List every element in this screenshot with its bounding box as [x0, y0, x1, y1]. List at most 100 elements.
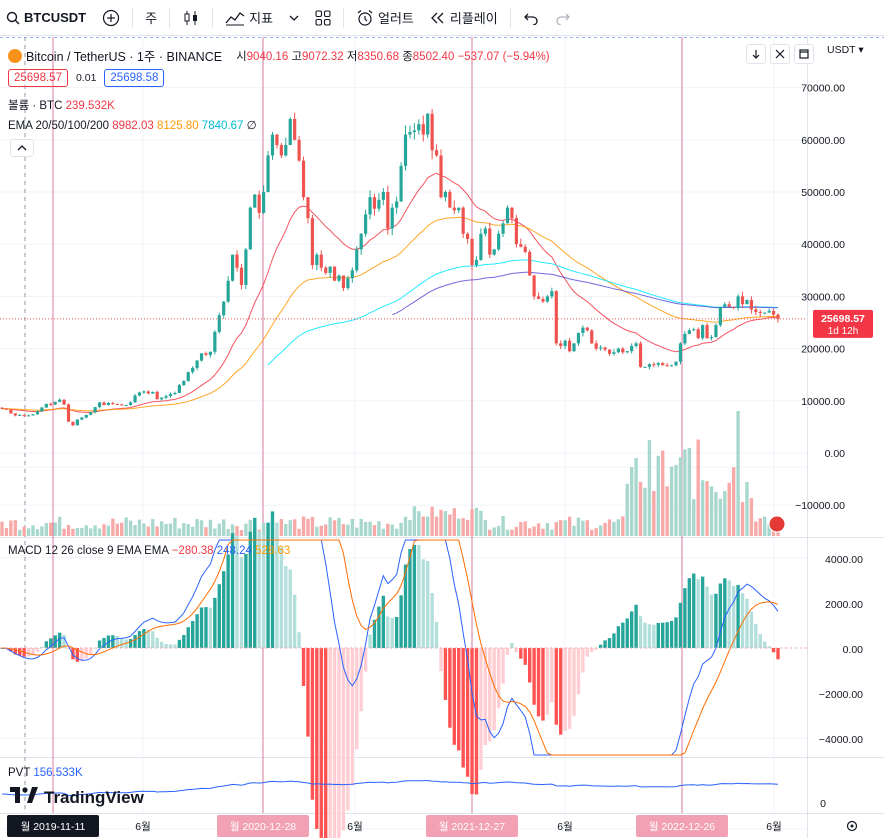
volume-bar	[168, 523, 173, 536]
high-value: 9072.32	[302, 50, 344, 63]
macd-legend[interactable]: MACD 12 26 close 9 EMA EMA −280.38 248.2…	[8, 545, 290, 557]
toolbar-divider	[343, 7, 344, 28]
macd-histogram-bar	[142, 629, 146, 648]
macd-histogram-bar	[510, 642, 514, 648]
candle-body	[244, 249, 248, 285]
low-label: 저	[346, 50, 358, 63]
alert-button[interactable]: 얼러트	[348, 0, 422, 36]
chevron-up-icon	[17, 145, 27, 151]
close-pane-button[interactable]	[770, 44, 790, 64]
symbol-search[interactable]: BTCUSDT	[0, 0, 94, 36]
volume-bar	[629, 467, 634, 536]
macd-histogram-bar	[740, 593, 745, 648]
volume-bar	[97, 528, 102, 536]
volume-bar	[687, 448, 691, 536]
candle-body	[412, 130, 416, 132]
candle-body	[173, 392, 177, 395]
low-value: 8350.68	[357, 50, 399, 63]
undo-button[interactable]	[515, 0, 547, 36]
macd-histogram-bar	[607, 638, 612, 648]
volume-bar	[430, 506, 434, 536]
macd-histogram-bar	[31, 648, 35, 655]
add-symbol-icon	[102, 9, 120, 27]
candle-body	[501, 223, 505, 234]
volume-bar	[13, 520, 17, 536]
move-pane-down-button[interactable]	[746, 44, 766, 64]
volume-bar	[488, 529, 492, 536]
candle-body	[696, 329, 700, 339]
macd-axis-label: −2000.00	[819, 689, 863, 701]
indicators-dropdown[interactable]	[281, 0, 307, 36]
open-label: 시	[236, 50, 247, 63]
candle-body	[324, 267, 328, 273]
collapse-legend-button[interactable]	[10, 139, 34, 157]
volume-bar	[523, 521, 527, 536]
volume-bar	[146, 526, 151, 536]
macd-histogram-bar	[758, 634, 762, 648]
macd-histogram-bar	[430, 593, 434, 648]
volume-legend[interactable]: 볼륨 · BTC 239.532K	[8, 97, 115, 113]
macd-histogram-bar	[13, 648, 17, 655]
macd-histogram-bar	[35, 648, 40, 652]
candle-body	[355, 249, 359, 271]
candle-body	[448, 192, 452, 208]
spread-value: 0.01	[75, 72, 97, 84]
candle-body	[364, 214, 368, 234]
chart-canvas[interactable]: 70000.00 60000.00 50000.00 40000.00 30000.00…	[0, 37, 884, 838]
buy-button[interactable]: 25698.58	[104, 69, 165, 87]
macd-histogram-bar	[355, 648, 359, 750]
volume-bar	[519, 522, 523, 536]
macd-axis-label: 2000.00	[825, 599, 863, 611]
chart-type-button[interactable]	[174, 0, 208, 36]
volume-bar	[350, 518, 354, 536]
settings-gear-icon	[846, 820, 858, 832]
candle-body	[66, 404, 71, 422]
replay-button[interactable]: 리플레이	[422, 0, 506, 36]
macd-histogram-bar	[75, 648, 80, 662]
ema200-line	[392, 271, 779, 316]
volume-bar	[195, 519, 199, 536]
ema-legend[interactable]: EMA 20/50/100/200 8982.03 8125.80 7840.6…	[8, 118, 257, 132]
sell-button[interactable]: 25698.57	[8, 69, 68, 87]
currency-selector[interactable]: USDT ▾	[827, 44, 864, 56]
main-legend[interactable]: Bitcoin / TetherUS · 1주 · BINANCE 시9040.…	[8, 46, 550, 65]
ema200-value: ∅	[246, 120, 257, 132]
candle-body	[430, 113, 434, 151]
volume-bar	[164, 523, 168, 536]
maximize-pane-button[interactable]	[794, 44, 814, 64]
volume-bar	[647, 440, 652, 536]
candle-body	[4, 408, 9, 410]
top-toolbar: BTCUSDT 주 지표 얼러트	[0, 0, 884, 36]
candle-body	[497, 233, 501, 250]
open-value: 9040.16	[246, 50, 289, 63]
redo-button[interactable]	[547, 0, 579, 36]
volume-bar	[75, 527, 80, 536]
volume-bar	[550, 529, 554, 536]
macd-histogram-bar	[261, 534, 266, 648]
compare-button[interactable]	[94, 0, 128, 36]
tradingview-logo[interactable]: TradingView	[10, 787, 144, 808]
volume-bar	[474, 507, 479, 536]
macd-histogram-bar	[350, 648, 354, 786]
close-label: 종	[402, 50, 413, 63]
candle-body	[390, 207, 394, 229]
macd-histogram-bar	[652, 624, 656, 648]
indicators-button[interactable]: 지표	[217, 0, 281, 36]
volume-bar	[292, 519, 297, 536]
chart-area[interactable]: 70000.00 60000.00 50000.00 40000.00 30000.00…	[0, 37, 884, 838]
volume-bar	[607, 519, 612, 536]
volume-bar	[328, 517, 332, 536]
volume-bar	[93, 525, 97, 536]
volume-bar	[368, 521, 372, 536]
time-axis-badge	[7, 815, 99, 837]
layouts-button[interactable]	[307, 0, 339, 36]
volume-bar	[536, 523, 541, 536]
volume-bar	[120, 522, 124, 536]
volume-bar	[4, 527, 9, 536]
pvt-legend[interactable]: PVT 156.533K	[8, 767, 83, 779]
candle-body	[266, 155, 270, 192]
volume-bar	[696, 439, 700, 536]
interval-button[interactable]: 주	[137, 0, 165, 36]
candle-body	[168, 394, 173, 397]
macd-histogram-bar	[643, 622, 647, 648]
